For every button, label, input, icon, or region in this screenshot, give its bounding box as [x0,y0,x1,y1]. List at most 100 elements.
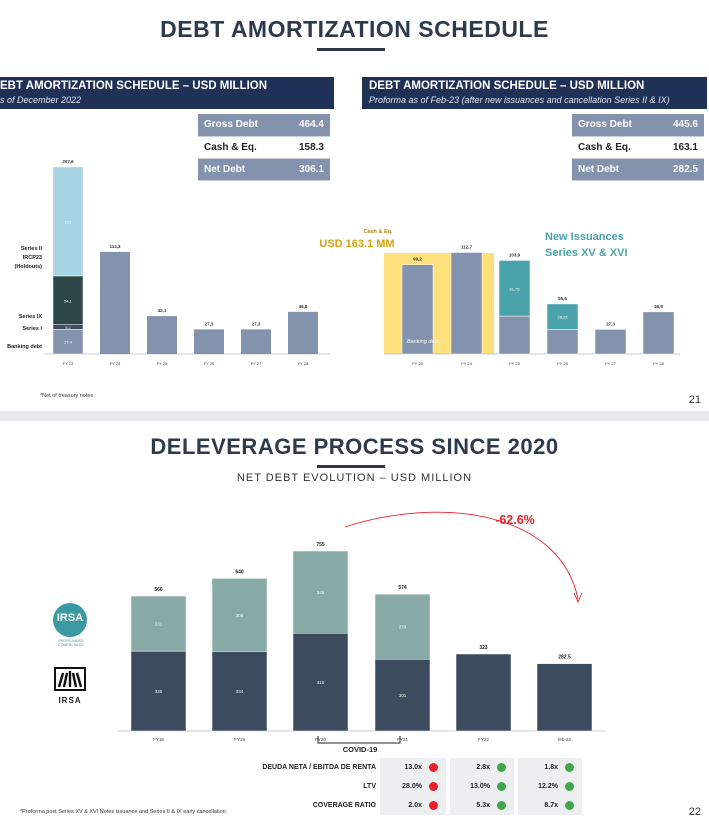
slide-deleverage: DELEVERAGE PROCESS SINCE 2020 NET DEBT E… [0,421,709,821]
series-legend-label: (Holdouts) [15,264,43,270]
bar-total-label: 323 [479,645,488,651]
segment-label: 5,2 [65,325,71,330]
bar-segment [52,329,84,355]
summary-row-net: Net Debt 306.1 [198,158,330,181]
bar-segment [100,251,130,354]
x-tick-label: FY 26 [557,361,568,366]
left-panel-subtitle: s of December 2022 [0,95,82,105]
bar-segment [401,264,434,355]
ratio-value: 12.2% [538,783,558,790]
status-dot [497,801,506,810]
right-summary-table: Gross Debt 445.6 Cash & Eq. 163.1 Net Debt… [572,114,704,181]
bar-total-label: 99,2 [413,257,422,262]
bar-segment [211,578,268,652]
bar-total-label: 42,1 [158,308,167,313]
slide1-footnote: *Net of treasury notes [40,393,94,399]
ratio-label: COVERAGE RATIO [312,802,376,809]
bar-segment [130,650,187,732]
change-label: -62.6% [495,513,535,527]
slide2-footnote: *Proforma post Series XV & XVI Notes iss… [20,809,226,815]
ratio-value: 28.0% [402,783,422,790]
ratio-cell: 2.0x [380,796,450,815]
segment-label: 273 [399,625,407,630]
left-panel-header: EBT AMORTIZATION SCHEDULE – USD MILLION … [0,77,334,109]
status-dot [565,763,574,772]
summary-row-gross: Gross Debt 445.6 [572,114,704,137]
ratio-value: 2.0x [408,802,422,809]
cash-small-label: Cash & Eq. [363,229,393,235]
summary-value: 282.5 [656,158,704,181]
right-panel-header: DEBT AMORTIZATION SCHEDULE – USD MILLION… [362,77,707,109]
bar-total-label: 27,3 [606,321,615,326]
arrow-head [573,592,583,604]
segment-label: 345 [317,590,325,595]
bar-total-label: 112,7 [461,244,473,249]
left-panel-title: EBT AMORTIZATION SCHEDULE – USD MILLION [0,80,268,92]
bar-total-label: 27,3 [205,321,214,326]
x-tick-label: FY20 [315,737,326,742]
ratio-value: 1.8x [544,764,558,771]
bar-segment [455,653,512,732]
summary-value: 163.1 [656,136,704,159]
bar-total-label: 755 [316,542,325,548]
bar-segment [130,595,187,652]
bar-segment [498,315,531,355]
amortization-chart-dec22: 27,4 5,2 54,1 121 207,6 FY 23 113,3 FY 24 42,1 FY… [7,159,680,366]
segment-label: 410 [317,680,325,685]
ratio-value: 8.7x [544,802,558,809]
bar-segment [594,329,627,355]
summary-value: 306.1 [282,158,330,181]
logo-caption-line: PROPIEDADES [58,639,84,643]
x-tick-label: FY19 [234,737,245,742]
x-tick-label: FY21 [397,737,408,742]
x-tick-label: FY 24 [461,361,472,366]
status-dot [429,782,438,791]
bar-segment [211,651,268,732]
summary-label: Net Debt [572,158,657,181]
ratio-value: 13.0% [470,783,490,790]
x-tick-label: FY 25 [509,361,520,366]
status-dot [497,782,506,791]
bar-total-label: 566 [154,587,163,593]
x-tick-label: FY 27 [605,361,616,366]
ratio-label: LTV [363,783,376,790]
summary-label: Cash & Eq. [572,136,657,159]
bar-total-label: 46,8 [299,304,308,309]
trend-arrow [344,511,579,600]
status-dot [429,763,438,772]
x-tick-label: FY 28 [298,361,309,366]
ratio-label: DEUDA NETA / EBITDA DE RENTA [262,764,376,771]
segment-label: 28,25 [557,315,568,320]
ratio-value: 13.0x [404,764,422,771]
logo-caption: PROPIEDADES COMERCIALES [45,639,97,647]
new-issuances-label: Series XV & XVI [545,247,628,259]
ratio-value: 2.8x [476,764,490,771]
ratio-row: COVERAGE RATIO 2.0x 5.3x 8.7x [250,796,586,815]
segment-label: 334 [236,689,244,694]
summary-value: 158.3 [282,136,330,159]
x-tick-label: FY 23 [63,361,74,366]
irsa-emblem-icon [54,667,86,691]
bar-segment [642,311,675,355]
bar-segment [374,658,431,732]
logo-text: IRSA [56,612,84,624]
bar-total-label: 640 [235,569,244,575]
bar-segment [536,663,593,732]
segment-label: 121 [65,219,72,224]
bar-total-label: 103,9 [509,252,521,257]
ratio-value: 5.3x [476,802,490,809]
slide1-title: DEBT AMORTIZATION SCHEDULE [160,16,549,42]
x-tick-label: FY 23 [412,361,423,366]
ratio-cell: 12.2% [516,777,586,796]
series-legend-label: IRCP23 [23,255,42,261]
summary-label: Gross Debt [198,114,283,137]
covid-label: COVID-19 [343,745,378,754]
summary-label: Gross Debt [572,114,657,137]
bar-segment [52,275,84,325]
series-legend-label: Series II [21,246,43,252]
segment-label: 306 [236,613,244,618]
bar-segment [288,311,318,354]
bar-segment [241,329,271,354]
irsa-logo: IRSA [54,667,86,705]
new-issuances-label: New Issuances [545,231,624,243]
